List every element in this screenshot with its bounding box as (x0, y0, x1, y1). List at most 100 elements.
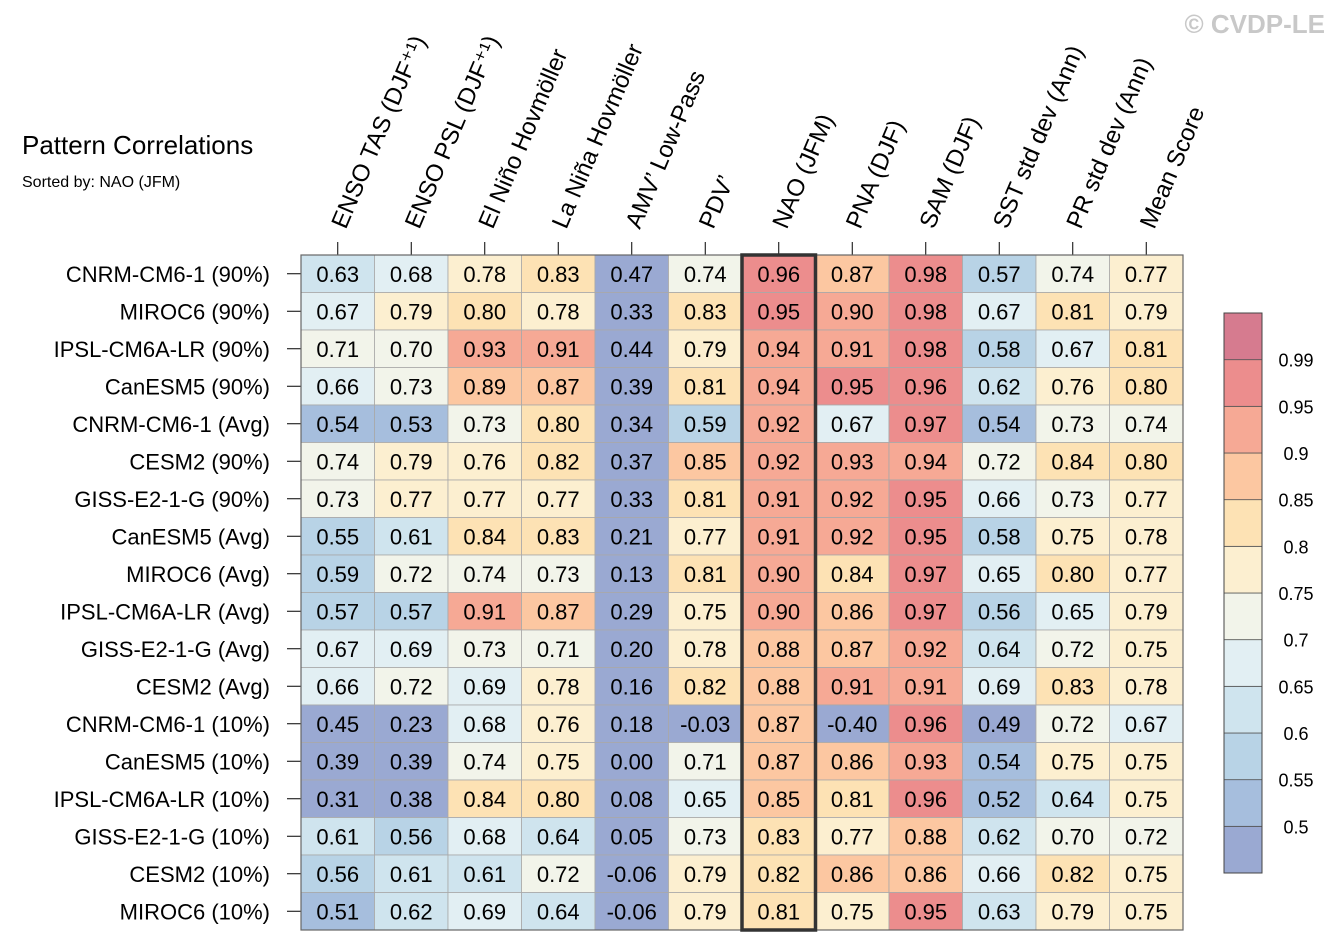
heatmap-cell (374, 629, 449, 668)
cell-value: 0.05 (610, 824, 653, 849)
cell-value: 0.89 (463, 374, 506, 399)
cell-value: 0.65 (1051, 599, 1094, 624)
heatmap-cell (1109, 779, 1184, 818)
cell-value: 0.52 (978, 787, 1021, 812)
cell-value: 0.91 (757, 487, 800, 512)
cell-value: 0.71 (684, 749, 727, 774)
heatmap-cell (1109, 479, 1184, 518)
cell-value: 0.81 (831, 787, 874, 812)
cell-value: 0.93 (831, 449, 874, 474)
heatmap-cell (668, 404, 743, 443)
heatmap-cell (594, 704, 669, 743)
heatmap-cell (521, 629, 596, 668)
row-label: IPSL-CM6A-LR (10%) (54, 787, 270, 812)
heatmap-cell (374, 554, 449, 593)
heatmap-cell (594, 517, 669, 556)
cell-value: 0.76 (1051, 374, 1094, 399)
heatmap-cell (594, 367, 669, 406)
heatmap-cell (374, 592, 449, 631)
heatmap-cell (1109, 329, 1184, 368)
cell-value: 0.73 (463, 412, 506, 437)
cell-value: 0.80 (1051, 562, 1094, 587)
cell-value: 0.95 (757, 299, 800, 324)
heatmap-cell (447, 554, 522, 593)
colorbar-label: 0.75 (1278, 584, 1313, 604)
cell-value: 0.79 (1125, 299, 1168, 324)
cell-value: 0.84 (463, 524, 506, 549)
colorbar-segment (1223, 405, 1263, 454)
cell-value: 0.67 (1125, 712, 1168, 737)
cell-value: 0.66 (978, 487, 1021, 512)
row-label: MIROC6 (90%) (120, 299, 270, 324)
heatmap-cell (374, 517, 449, 556)
cell-value: 0.83 (537, 262, 580, 287)
cell-value: 0.97 (904, 599, 947, 624)
cell-value: 0.96 (757, 262, 800, 287)
colorbar-segment (1223, 359, 1263, 407)
cell-value: 0.79 (684, 899, 727, 924)
cell-value: 0.87 (757, 749, 800, 774)
colorbar-segment (1223, 592, 1263, 641)
colorbar-label: 0.8 (1283, 537, 1308, 557)
cell-value: 0.54 (978, 749, 1021, 774)
cell-value: 0.69 (463, 899, 506, 924)
cell-value: 0.92 (831, 487, 874, 512)
cell-value: -0.06 (607, 899, 657, 924)
heatmap-cell (888, 592, 963, 631)
heatmap-cell (300, 704, 375, 743)
cell-value: 0.91 (757, 524, 800, 549)
cell-value: 0.83 (684, 299, 727, 324)
row-labels: CNRM-CM6-1 (90%) MIROC6 (90%) IPSL-CM6A-LR… (54, 262, 301, 924)
cell-value: 0.90 (831, 299, 874, 324)
cell-value: 0.75 (1125, 787, 1168, 812)
cell-value: 0.71 (316, 337, 359, 362)
cell-value: 0.29 (610, 599, 653, 624)
row-label: IPSL-CM6A-LR (Avg) (60, 599, 270, 624)
cell-value: 0.84 (1051, 449, 1094, 474)
heatmap-cell (888, 704, 963, 743)
cell-value: 0.59 (684, 412, 727, 437)
colorbar-segment (1223, 779, 1263, 827)
heatmap-cell (521, 292, 596, 331)
cell-value: 0.66 (978, 862, 1021, 887)
cell-value: 0.72 (537, 862, 580, 887)
cell-value: 0.92 (831, 524, 874, 549)
cell-value: 0.97 (904, 412, 947, 437)
heatmap-cell (594, 854, 669, 893)
cell-value: 0.72 (1051, 637, 1094, 662)
cell-value: 0.23 (390, 712, 433, 737)
column-header: SAM (DJF) (914, 113, 985, 233)
heatmap-cell (668, 517, 743, 556)
cell-value: 0.88 (757, 637, 800, 662)
cell-value: 0.55 (316, 524, 359, 549)
cell-value: 0.56 (390, 824, 433, 849)
cell-value: 0.87 (831, 637, 874, 662)
heatmap-cell (741, 404, 816, 443)
cell-value: -0.06 (607, 862, 657, 887)
row-label: CanESM5 (90%) (105, 374, 270, 399)
column-header: PNA (DJF) (841, 116, 911, 232)
cell-value: -0.40 (827, 712, 877, 737)
heatmap-cell (668, 629, 743, 668)
cell-value: 0.73 (463, 637, 506, 662)
heatmap-cell (1109, 292, 1184, 331)
cell-value: 0.69 (978, 674, 1021, 699)
cell-value: 0.75 (1125, 637, 1168, 662)
cell-value: 0.79 (390, 449, 433, 474)
heatmap-cell (1035, 404, 1110, 443)
heatmap-cell (594, 742, 669, 781)
cell-value: 0.72 (1125, 824, 1168, 849)
cell-value: 0.78 (1125, 524, 1168, 549)
cell-value: 0.73 (684, 824, 727, 849)
cell-value: 0.92 (904, 637, 947, 662)
cell-value: 0.87 (831, 262, 874, 287)
cell-value: 0.93 (904, 749, 947, 774)
cell-value: 0.98 (904, 337, 947, 362)
colorbar-label: 0.95 (1278, 397, 1313, 417)
colorbar-label: 0.9 (1283, 444, 1308, 464)
heatmap-cell (300, 329, 375, 368)
cell-value: 0.61 (390, 524, 433, 549)
cell-value: 0.66 (316, 674, 359, 699)
cell-value: 0.72 (978, 449, 1021, 474)
cell-value: 0.76 (463, 449, 506, 474)
